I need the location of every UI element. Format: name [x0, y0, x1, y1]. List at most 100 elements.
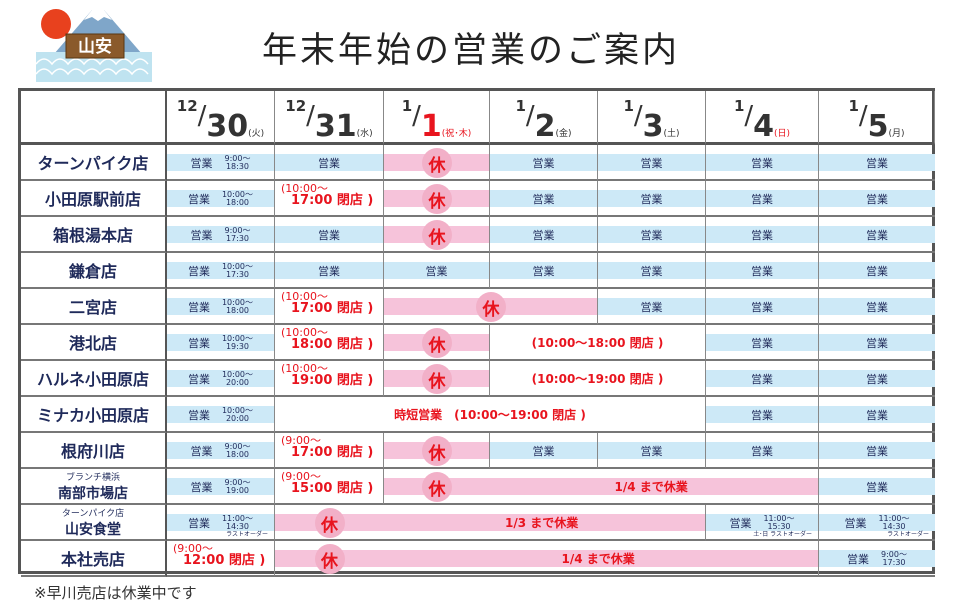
- date-month: 1: [515, 97, 526, 115]
- open-band: [819, 262, 935, 279]
- schedule-cell-red: (10:00〜 19:00 閉店 ): [275, 361, 384, 397]
- open-band: [819, 406, 935, 423]
- open-band: [706, 190, 818, 207]
- schedule-cell-open: 営業 11:00〜 14:30 ラストオーダー: [167, 505, 275, 541]
- date-slash: /: [306, 101, 315, 131]
- open-label: 営業 9:00〜 19:00: [167, 478, 274, 495]
- closed-mark: 休: [422, 436, 452, 466]
- schedule-cell-open: 営業 11:00〜 14:30 ラストオーダー: [819, 505, 935, 541]
- schedule-cell-closed: 休: [384, 433, 490, 469]
- open-text: 営業: [640, 444, 663, 458]
- open-label: 営業 11:00〜 14:30: [167, 514, 274, 531]
- date-month: 12: [285, 97, 307, 115]
- schedule-cell-closed: 休: [384, 181, 490, 217]
- schedule-cell-open: 営業: [706, 397, 819, 433]
- open-text: 営業: [751, 228, 773, 242]
- closed-mark: 休: [314, 544, 345, 574]
- open-text: 営業: [866, 192, 888, 206]
- date-weekday: (水): [356, 129, 373, 139]
- open-text: 営業: [190, 444, 213, 458]
- open-label: 営業: [819, 406, 935, 423]
- store-name: 二宮店: [21, 289, 167, 325]
- open-label: 営業: [598, 154, 705, 171]
- date-label: 12/30(火): [167, 95, 274, 144]
- open-text: 営業: [866, 300, 888, 314]
- schedule-cell-open: 営業: [819, 253, 935, 289]
- open-label: 営業: [598, 442, 705, 459]
- short-close: 17:00 閉店 ): [291, 301, 374, 316]
- open-hours: 9:00〜 18:00: [225, 442, 251, 459]
- open-band: [490, 262, 597, 279]
- open-text: 営業: [866, 408, 888, 422]
- open-label: 営業: [706, 154, 818, 171]
- open-band: [167, 442, 274, 459]
- schedule-cell-closed: 休 1/4 まで休業: [384, 469, 819, 505]
- date-label: 1/5(月): [819, 95, 934, 144]
- open-label: 営業 9:00〜 17:30: [167, 226, 274, 243]
- open-text: 営業: [751, 408, 773, 422]
- open-band: [819, 154, 935, 171]
- open-label: 営業: [598, 262, 705, 279]
- date-slash: /: [744, 101, 754, 131]
- open-text: 営業: [187, 408, 210, 422]
- open-label: 営業: [706, 370, 818, 387]
- schedule-cell-open: 営業: [819, 181, 935, 217]
- date-month: 1: [848, 97, 859, 115]
- hours-note: ラストオーダー: [887, 531, 929, 538]
- schedule-cell-open: 営業: [706, 217, 819, 253]
- schedule-cell-open: 営業 10:00〜 18:00: [167, 181, 275, 217]
- short-from: (9:00〜: [173, 542, 213, 555]
- open-text: 営業: [751, 372, 773, 386]
- open-text: 営業: [751, 444, 773, 458]
- open-text: 営業: [532, 228, 555, 242]
- open-hours: 11:00〜 14:30: [222, 514, 253, 531]
- open-band: [598, 190, 705, 207]
- schedule-cell-closed: 休: [384, 145, 490, 181]
- open-to: 17:30: [225, 269, 250, 279]
- open-text: 営業: [751, 192, 773, 206]
- open-band: [167, 514, 274, 531]
- open-hours: 10:00〜 18:00: [222, 298, 253, 315]
- schedule-cell-open: 営業 10:00〜 20:00: [167, 397, 275, 433]
- open-label: 営業: [819, 226, 935, 243]
- short-from: (10:00〜: [281, 362, 328, 375]
- open-band: [167, 370, 274, 387]
- open-band: [819, 298, 935, 315]
- closed-mark: 休: [422, 220, 452, 250]
- store-name: 本社売店: [21, 541, 167, 577]
- open-text: 営業: [640, 300, 663, 314]
- open-label: 営業 11:00〜 15:30: [706, 514, 818, 531]
- open-band: [598, 298, 705, 315]
- open-to: 17:30: [225, 233, 250, 243]
- open-band: [167, 334, 274, 351]
- open-band: [490, 190, 597, 207]
- date-day: 4: [753, 109, 775, 144]
- schedule-cell-open: 営業: [706, 253, 819, 289]
- date-header: 12/31(水): [275, 91, 384, 145]
- short-from: (9:00〜: [281, 470, 321, 483]
- open-text: 営業: [729, 516, 752, 530]
- schedule-cell-red: (9:00〜 15:00 閉店 ): [275, 469, 384, 505]
- open-text: 営業: [640, 192, 663, 206]
- open-text: 営業: [866, 480, 888, 494]
- date-slash: /: [412, 101, 421, 131]
- schedule-cell-white: (10:00〜18:00 閉店 ): [490, 325, 706, 361]
- closed-band: [384, 478, 818, 495]
- store-name-sub: ターンパイク店: [61, 508, 125, 519]
- open-band: [706, 514, 818, 531]
- open-text: 営業: [190, 480, 213, 494]
- open-to: 20:00: [225, 413, 250, 423]
- schedule-cell-open: 営業: [819, 145, 935, 181]
- schedule-cell-open: 営業 10:00〜 20:00: [167, 361, 275, 397]
- open-text: 営業: [532, 264, 555, 278]
- schedule-cell-open: 営業: [490, 217, 598, 253]
- open-label: 営業: [706, 406, 818, 423]
- date-weekday: (月): [888, 129, 905, 139]
- schedule-cell-closed: 休 1/3 まで休業: [275, 505, 706, 541]
- schedule-cell-open: 営業: [819, 433, 935, 469]
- open-hours: 10:00〜 19:30: [222, 334, 253, 351]
- date-weekday: (金): [555, 129, 572, 139]
- hours-note: 土･日 ラストオーダー: [753, 531, 812, 538]
- open-label: 営業: [490, 154, 597, 171]
- short-hours: (10:00〜 18:00 閉店 ): [281, 327, 373, 352]
